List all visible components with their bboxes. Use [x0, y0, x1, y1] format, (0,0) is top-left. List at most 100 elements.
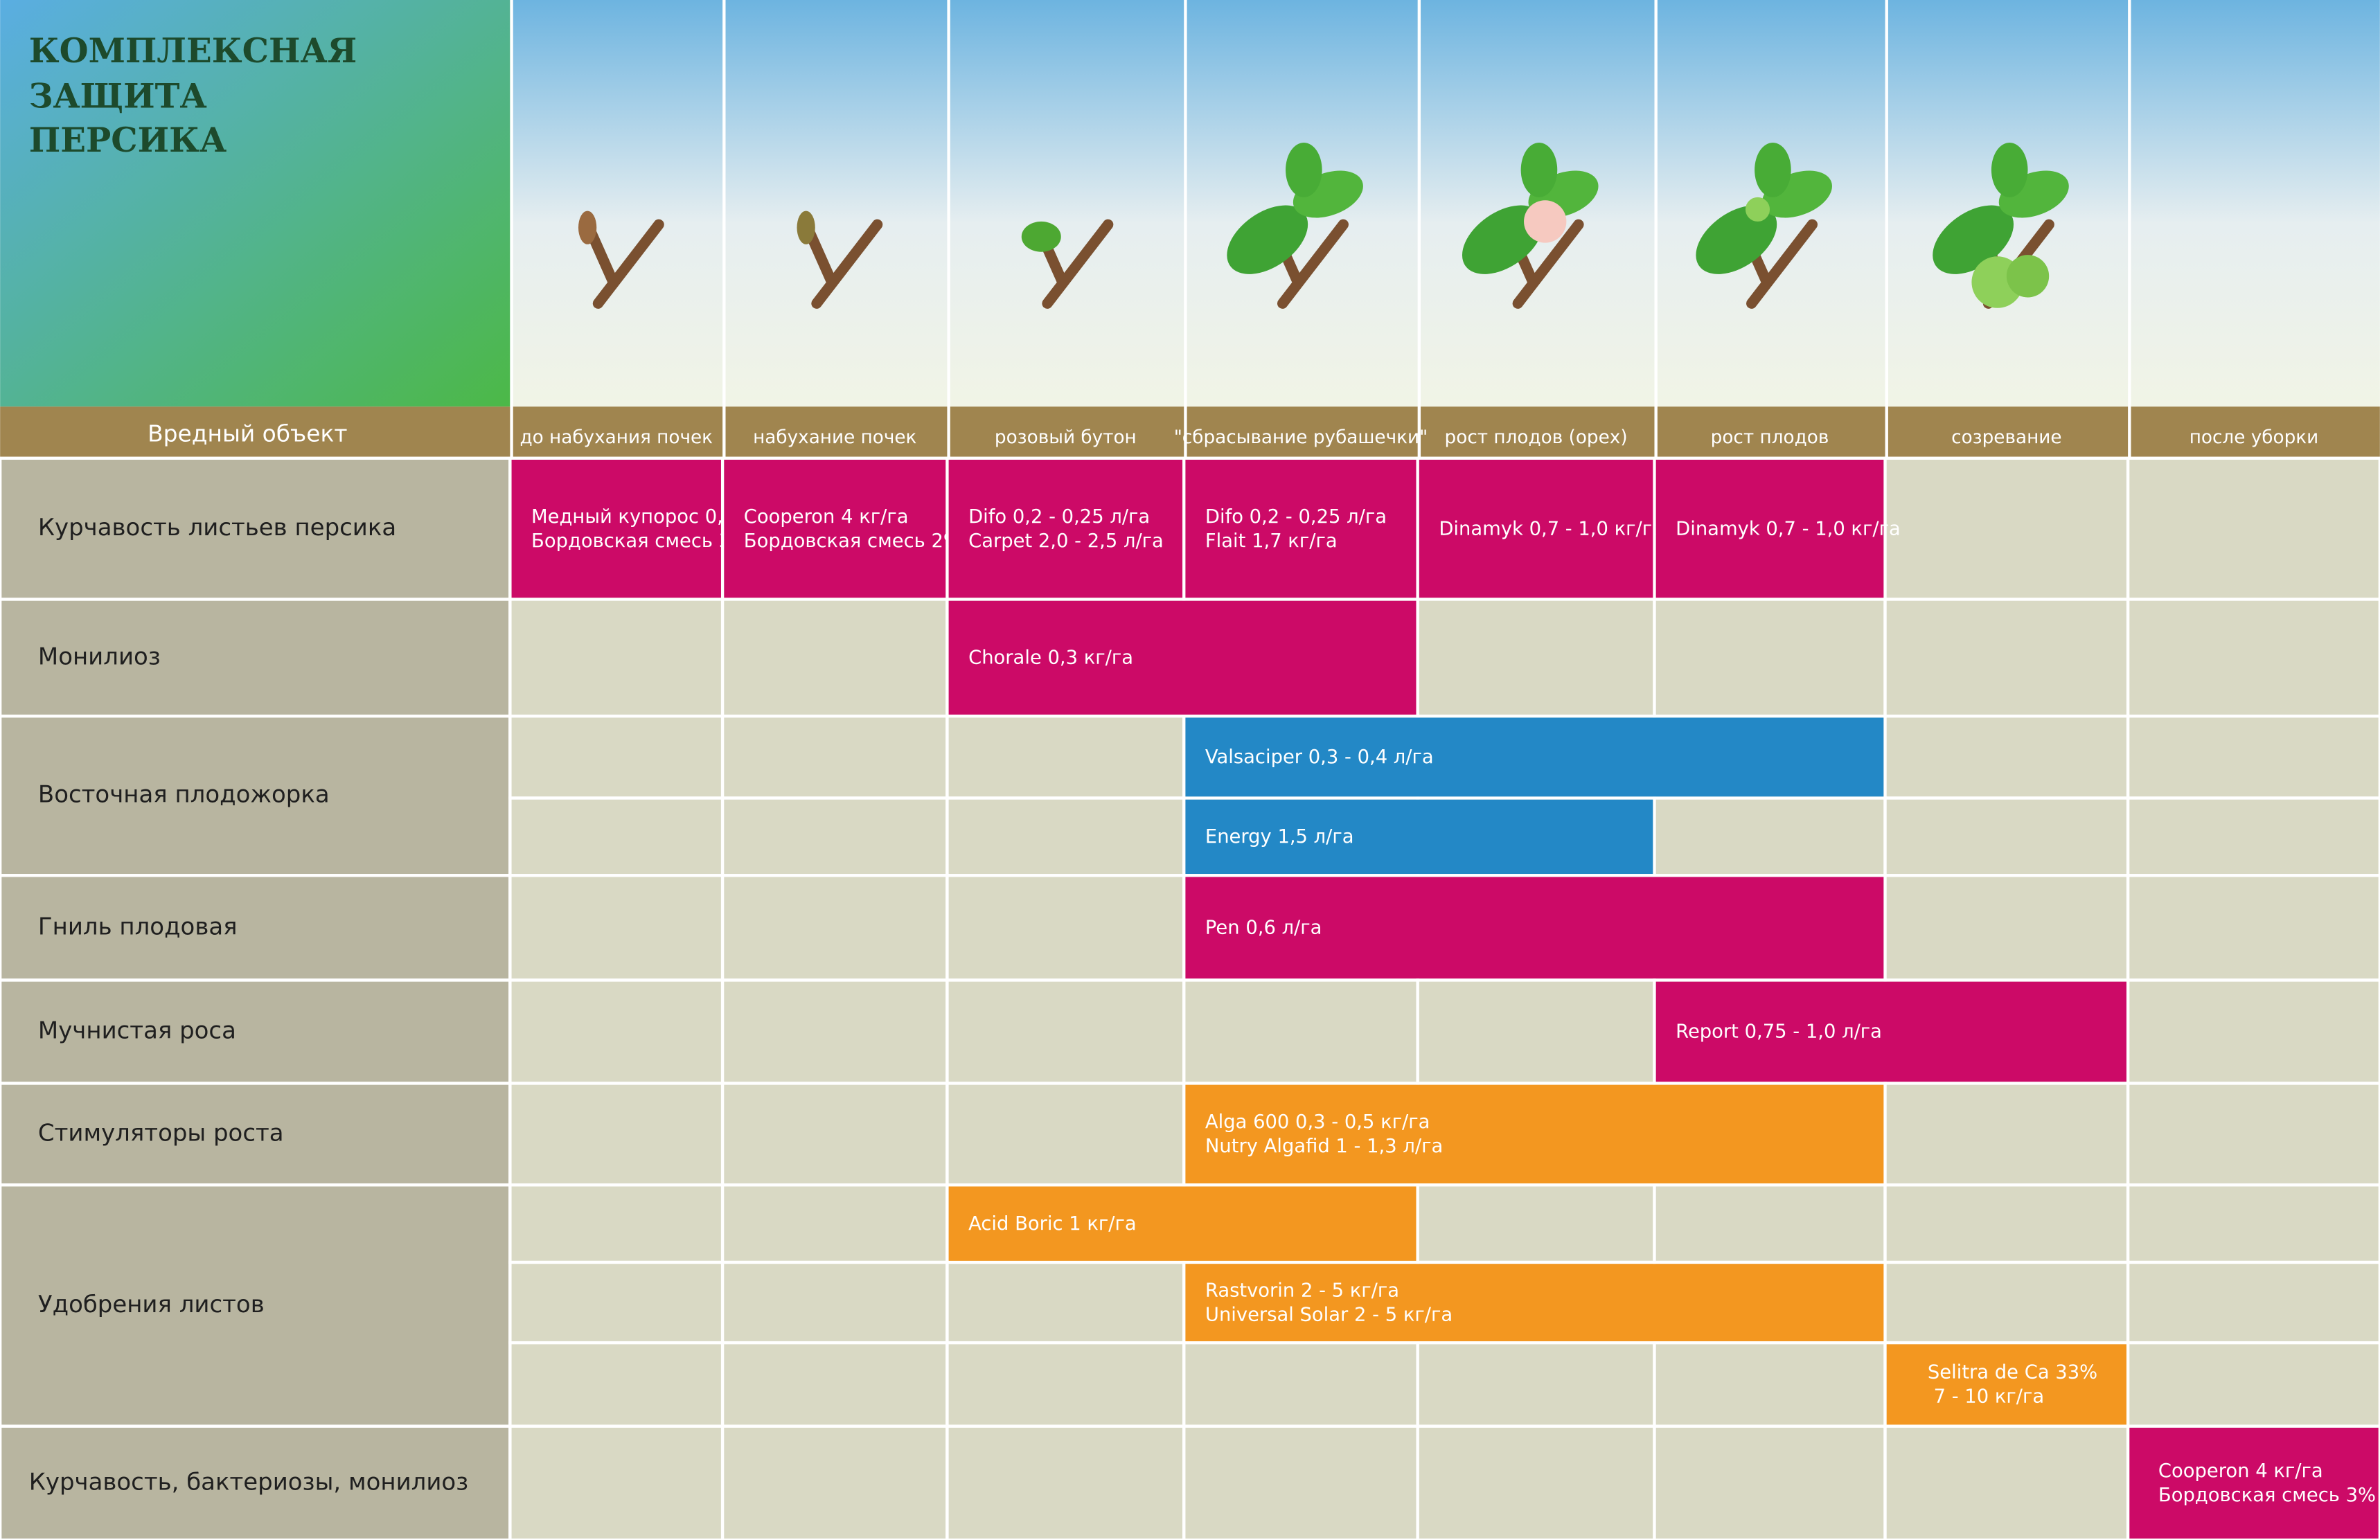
empty-cell: [508, 1082, 725, 1187]
plant-illustration: [1021, 219, 1114, 309]
empty-cell: [508, 715, 725, 800]
empty-cell: [1416, 978, 1656, 1085]
empty-cell: [1883, 1424, 2130, 1540]
stage-header: набухание почек: [753, 427, 916, 448]
empty-cell: [1883, 1260, 2130, 1345]
treatment-line: Selitra de Ca 33%: [1928, 1362, 2097, 1384]
empty-cell: [508, 1260, 725, 1345]
header-bar: [0, 406, 2380, 458]
treatment-text: Report 0,75 - 1,0 л/га: [1676, 1021, 1882, 1043]
empty-cell: [508, 796, 725, 877]
empty-cell: [1653, 796, 1887, 877]
empty-cell: [508, 874, 725, 982]
stage-header: созревание: [1951, 427, 2061, 448]
empty-cell: [508, 1341, 725, 1428]
treatment-line: Valsaciper 0,3 - 0,4 л/га: [1205, 746, 1434, 768]
empty-cell: [508, 598, 725, 718]
empty-cell: [1883, 1183, 2130, 1264]
leaf: [1462, 205, 1543, 274]
empty-cell: [2126, 456, 2380, 601]
fruitlet: [1745, 197, 1770, 222]
treatment-line: Медный купорос 0,8%: [531, 506, 753, 528]
treatment-text: Dinamyk 0,7 - 1,0 кг/га: [1439, 518, 1664, 539]
treatment-bar: [948, 459, 1183, 598]
treatment-line: Acid Boric 1 кг/га: [968, 1213, 1137, 1235]
treatment-text: Pen 0,6 л/га: [1205, 917, 1322, 939]
empty-cell: [1182, 978, 1419, 1085]
empty-cell: [1416, 598, 1656, 718]
empty-cell: [720, 598, 949, 718]
plant-illustration: [1933, 142, 2069, 309]
empty-cell: [1416, 1183, 1656, 1264]
treatment-bar: [1185, 1084, 1884, 1184]
empty-cell: [2126, 598, 2380, 718]
treatment-line: Бордовская смесь 3%: [531, 530, 749, 552]
bud: [1021, 221, 1061, 252]
empty-cell: [945, 1082, 1186, 1187]
treatment-line: Difo 0,2 - 0,25 л/га: [1205, 506, 1387, 528]
empty-cell: [945, 874, 1186, 982]
empty-cell: [2126, 874, 2380, 982]
plant-illustration: [1696, 142, 1832, 309]
treatment-line: Flait 1,7 кг/га: [1205, 530, 1338, 552]
pest-name: Курчавость листьев персика: [38, 514, 396, 541]
leaf: [1991, 142, 2028, 197]
stage-header: рост плодов: [1711, 427, 1829, 448]
empty-cell: [1416, 1341, 1656, 1428]
treatment-text: Cooperon 4 кг/га Бордовская смесь 3%: [2158, 1460, 2376, 1506]
empty-cell: [2126, 1082, 2380, 1187]
empty-cell: [2126, 978, 2380, 1085]
empty-cell: [720, 1341, 949, 1428]
empty-cell: [2126, 715, 2380, 800]
empty-cell: [1653, 1424, 1887, 1540]
treatment-bar: [1655, 981, 2126, 1082]
empty-cell: [720, 1424, 949, 1540]
treatment-text: Difo 0,2 - 0,25 л/га Carpet 2,0 - 2,5 л/г…: [968, 506, 1164, 552]
empty-cell: [1653, 1183, 1887, 1264]
empty-cell: [2126, 1341, 2380, 1428]
treatment-text: Difo 0,2 - 0,25 л/га Flait 1,7 кг/га: [1205, 506, 1387, 552]
empty-cell: [1883, 1082, 2130, 1187]
empty-cell: [1182, 1424, 1419, 1540]
treatment-bar: [511, 459, 721, 598]
treatment-line: Rastvorin 2 - 5 кг/га: [1205, 1280, 1399, 1301]
bud: [578, 211, 597, 244]
empty-cell: [945, 715, 1186, 800]
pest-name: Мучнистая роса: [38, 1017, 236, 1044]
plant-illustration: [578, 211, 664, 309]
empty-cell: [1883, 456, 2130, 601]
empty-cell: [720, 1260, 949, 1345]
empty-cell: [720, 796, 949, 877]
empty-cell: [1883, 715, 2130, 800]
treatment-text: Cooperon 4 кг/га Бордовская смесь 2%: [744, 506, 961, 552]
pest-cell: [0, 598, 512, 718]
treatment-text: Rastvorin 2 - 5 кг/га Universal Solar 2 -…: [1205, 1280, 1453, 1325]
title: КОМПЛЕКСНАЯ ЗАЩИТА ПЕРСИКА: [29, 32, 368, 160]
treatment-text: Valsaciper 0,3 - 0,4 л/га: [1205, 746, 1434, 768]
empty-cell: [508, 978, 725, 1085]
empty-cell: [1182, 1341, 1419, 1428]
empty-cell: [2126, 796, 2380, 877]
treatment-bar: [1185, 717, 1884, 797]
empty-cell: [1883, 796, 2130, 877]
treatment-bar: [2129, 1427, 2379, 1539]
treatment-bar: [1419, 459, 1653, 598]
stage-header: "сбрасывание рубашечки": [1174, 427, 1428, 448]
pest-name: Курчавость, бактериозы, монилиоз: [29, 1468, 468, 1496]
pest-cell: [0, 1082, 512, 1187]
plant-illustration: [797, 211, 883, 309]
treatment-line: Pen 0,6 л/га: [1205, 917, 1322, 939]
leaf: [1227, 205, 1308, 274]
fruit: [2006, 255, 2050, 298]
empty-cell: [508, 1424, 725, 1540]
pest-name: Стимуляторы роста: [38, 1119, 284, 1147]
pest-name: Восточная плодожорка: [38, 781, 330, 809]
treatment-line: Difo 0,2 - 0,25 л/га: [968, 506, 1150, 528]
treatment-bar: [1185, 459, 1417, 598]
pest-cell: [0, 874, 512, 982]
empty-cell: [1883, 874, 2130, 982]
treatment-text: Dinamyk 0,7 - 1,0 кг/га: [1676, 518, 1901, 539]
leaf: [1755, 142, 1791, 197]
